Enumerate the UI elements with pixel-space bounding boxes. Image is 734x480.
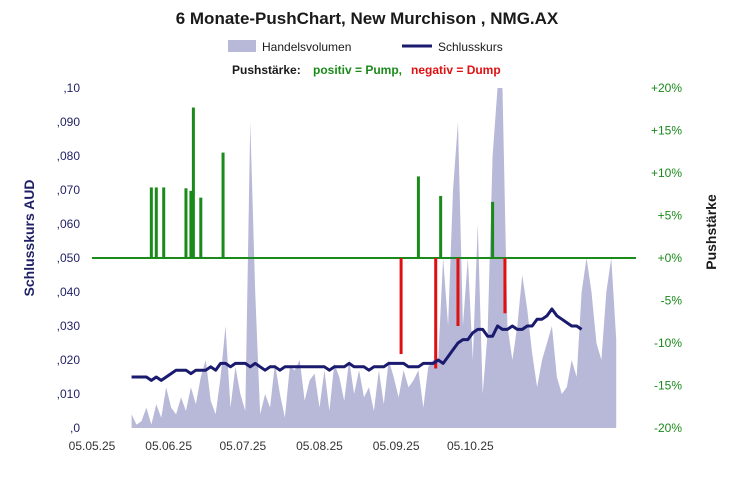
y-right-tick-label: +0% [658,251,683,265]
close-line-layer [131,307,583,382]
volume-area-layer [131,88,617,428]
y-right-tick-label: -10% [654,336,682,350]
y-right-tick-label: -20% [654,421,682,435]
push-bar-pump [439,195,443,258]
y-left-tick-label: ,040 [57,285,81,299]
legend-close-label: Schlusskurs [438,40,503,54]
push-bar-pump [162,187,166,258]
subtitle-prefix: Pushstärke: [232,63,301,77]
y-axis-left-ticks: ,0 ,010 ,020 ,030 ,040 ,050 ,060 ,070 ,080 ,090 ,1… [57,81,81,435]
y-axis-right-ticks: -20% -15% -10% -5% +0% +5% +10% +15% +20% [651,81,682,435]
push-bar-pump [189,190,193,258]
push-bar-dump [399,258,403,355]
subtitle-positive: positiv = Pump, [313,63,402,77]
push-bar-dump [503,258,507,314]
y-right-tick-label: +20% [651,81,682,95]
y-right-tick-label: -15% [654,379,682,393]
legend: Handelsvolumen Schlusskurs [228,40,503,54]
y-left-tick-label: ,020 [57,353,81,367]
y-right-tick-label: -5% [661,294,683,308]
chart-title: 6 Monate-PushChart, New Murchison , NMG.… [176,9,559,28]
y-right-tick-label: +10% [651,166,682,180]
push-bar-pump [154,187,158,258]
y-right-tick-label: +5% [658,209,683,223]
push-bar-dump [434,258,438,369]
close-price-line [131,307,583,382]
push-bar-pump [199,197,203,258]
x-tick-label: 05.06.25 [145,439,192,453]
y-left-tick-label: ,10 [63,81,80,95]
x-axis-ticks: 05.05.25 05.06.25 05.07.25 05.08.25 05.09.25… [69,439,494,453]
subtitle: Pushstärke: positiv = Pump, negativ = Du… [232,63,501,77]
y-left-tick-label: ,030 [57,319,81,333]
x-tick-label: 05.09.25 [373,439,420,453]
y-left-tick-label: ,0 [70,421,80,435]
x-tick-label: 05.10.25 [447,439,494,453]
y-axis-right-label: Pushstärke [703,194,719,270]
legend-volume-swatch [228,40,256,52]
y-left-tick-label: ,060 [57,217,81,231]
push-bar-pump [191,107,195,258]
push-bars-layer [149,107,507,369]
push-bar-dump [456,258,460,326]
x-tick-label: 05.08.25 [296,439,343,453]
x-tick-label: 05.05.25 [69,439,116,453]
y-left-tick-label: ,070 [57,183,81,197]
subtitle-negative: negativ = Dump [411,63,501,77]
push-bar-pump [491,201,495,258]
x-tick-label: 05.07.25 [219,439,266,453]
push-bar-pump [416,176,420,258]
y-left-tick-label: ,080 [57,149,81,163]
y-left-tick-label: ,050 [57,251,81,265]
push-bar-pump [184,188,188,258]
y-left-tick-label: ,010 [57,387,81,401]
y-right-tick-label: +15% [651,124,682,138]
legend-volume-label: Handelsvolumen [262,40,351,54]
y-left-tick-label: ,090 [57,115,81,129]
y-axis-left-label: Schlusskurs AUD [21,180,37,297]
push-bar-pump [149,187,153,258]
push-bar-pump [221,152,225,258]
volume-area [131,88,617,428]
